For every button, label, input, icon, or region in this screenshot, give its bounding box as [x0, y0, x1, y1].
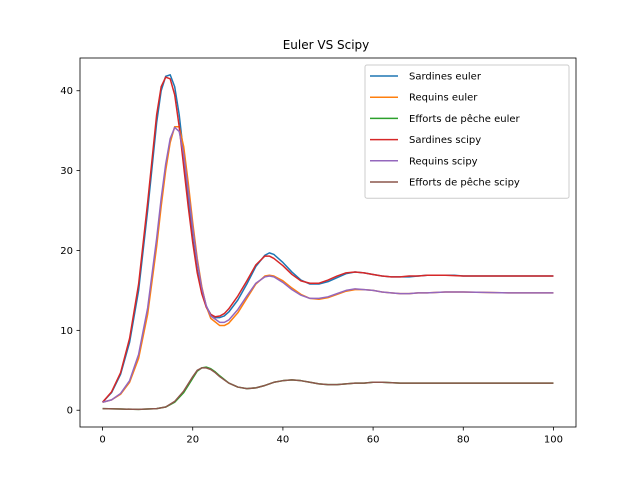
legend-label-3: Efforts de pêche euler: [409, 113, 521, 125]
series-line-4: [101, 76, 554, 403]
y-tick-label: 0: [67, 406, 73, 417]
y-tick-label: 40: [60, 86, 73, 97]
series-lines: [101, 74, 554, 411]
chart-title: Euler VS Scipy: [283, 38, 370, 52]
y-tick-label: 10: [60, 326, 73, 337]
x-tick-label: 100: [544, 435, 563, 446]
axes: 0 20 40 60 80 100 0 10 20 30 40: [60, 57, 577, 446]
x-tick-label: 0: [99, 435, 105, 446]
legend-label-2: Requins euler: [409, 93, 478, 104]
legend-box: [364, 64, 570, 199]
legend-label-6: Efforts de pêche scipy: [409, 177, 520, 189]
x-tick-label: 40: [277, 435, 290, 446]
y-tick-label: 20: [60, 246, 73, 257]
x-tick-label: 20: [186, 435, 199, 446]
series-line-6: [102, 367, 554, 411]
legend-label-5: Requins scipy: [409, 156, 478, 167]
series-line-5: [102, 126, 554, 403]
axes-frame: [79, 57, 577, 428]
legend-label-1: Sardines euler: [409, 72, 482, 83]
legend: Sardines euler Requins euler Efforts de pê…: [364, 64, 570, 199]
legend-label-4: Sardines scipy: [409, 135, 481, 146]
x-tick-label: 80: [457, 435, 470, 446]
x-tick-label: 60: [367, 435, 380, 446]
y-tick-label: 30: [60, 166, 73, 177]
